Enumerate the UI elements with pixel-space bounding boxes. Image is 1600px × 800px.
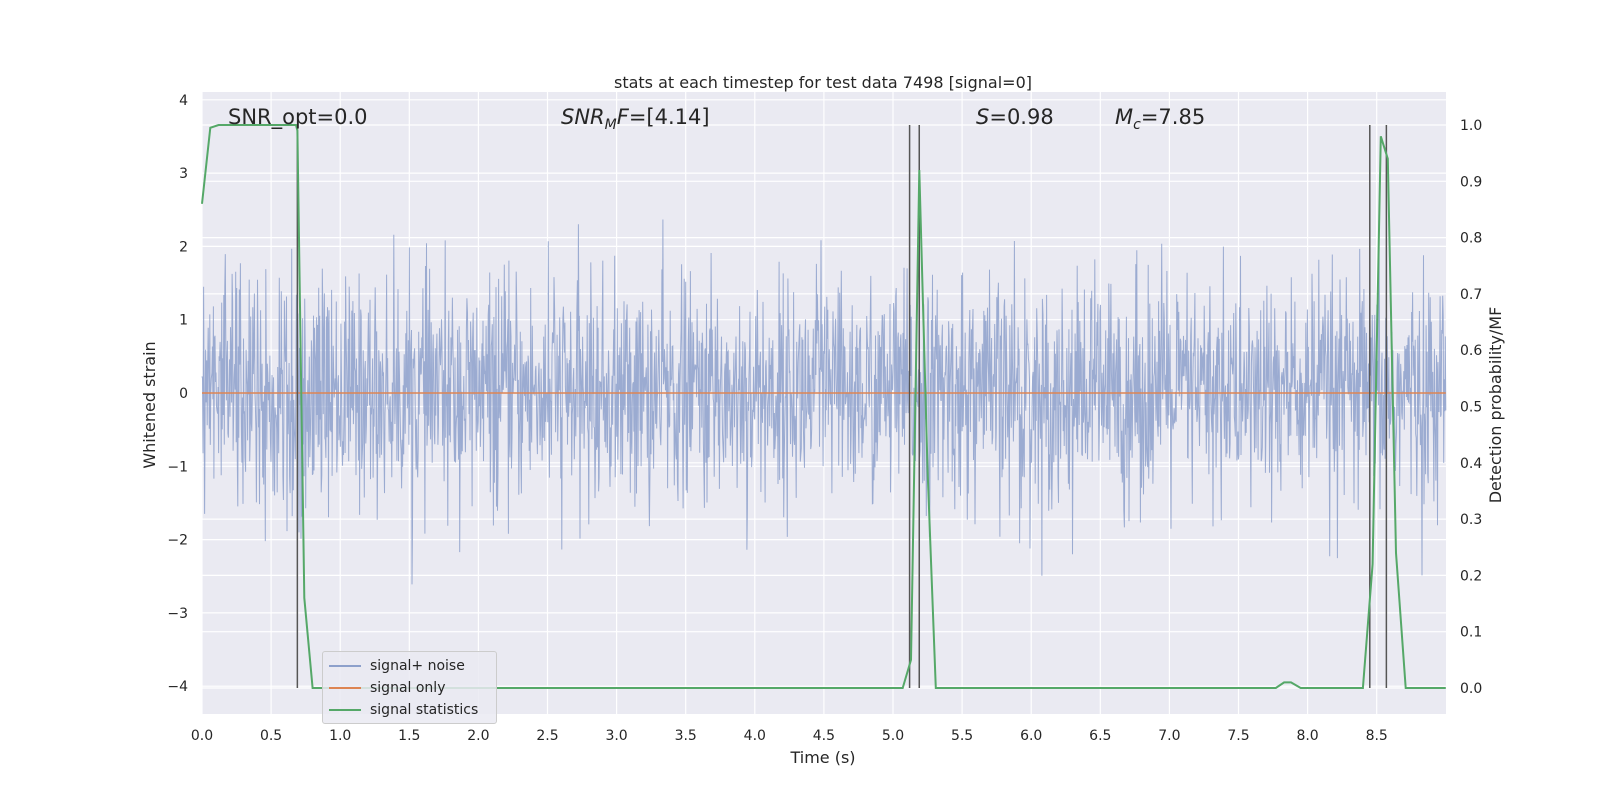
legend-swatch-signal-noise <box>329 665 361 667</box>
signal-noise-line <box>201 219 1447 585</box>
x-tick-label: 0.5 <box>260 728 282 744</box>
x-tick-label: 1.5 <box>398 728 420 744</box>
x-tick-labels: 0.0 0.5 1.0 1.5 2.0 2.5 3.0 3.5 4.0 4.5 5.0 5.5 6.0 6… <box>191 728 1388 744</box>
x-tick-label: 4.0 <box>744 728 766 744</box>
snr-mf-subscript: M <box>605 117 617 133</box>
snr-mf-value: =[4.14] <box>629 105 710 129</box>
snr-mf-symbol: SNR <box>561 105 605 129</box>
y-left-tick-label: 2 <box>179 239 188 255</box>
s-annotation: S=0.98 <box>976 105 1054 129</box>
y-right-tick-label: 0.6 <box>1460 343 1482 359</box>
x-tick-label: 8.5 <box>1366 728 1388 744</box>
mc-symbol: M <box>1115 105 1133 129</box>
y-left-tick-label: −4 <box>167 679 188 695</box>
x-tick-label: 3.5 <box>675 728 697 744</box>
legend: signal+ noise signal only signal statist… <box>322 651 497 724</box>
mc-value: =7.85 <box>1141 105 1205 129</box>
chart-title: stats at each timestep for test data 749… <box>614 73 1032 92</box>
legend-item-signal-noise: signal+ noise <box>329 655 465 677</box>
mc-subscript: c <box>1133 117 1141 133</box>
x-tick-label: 8.0 <box>1296 728 1318 744</box>
x-tick-label: 3.0 <box>605 728 627 744</box>
legend-label-signal-only: signal only <box>370 680 446 696</box>
x-tick-label: 7.0 <box>1158 728 1180 744</box>
legend-label-signal-noise: signal+ noise <box>370 658 465 674</box>
y-right-tick-label: 0.2 <box>1460 568 1482 584</box>
snr-opt-annotation: SNR_opt=0.0 <box>228 105 368 130</box>
x-axis-label: Time (s) <box>789 748 855 767</box>
y-left-tick-label: 3 <box>179 166 188 182</box>
x-tick-label: 5.0 <box>882 728 904 744</box>
x-tick-label: 0.0 <box>191 728 213 744</box>
y-right-tick-label: 0.4 <box>1460 456 1482 472</box>
grid-lines <box>201 92 1446 714</box>
y-left-axis-label: Whitened strain <box>140 341 159 468</box>
signal-statistics-line <box>201 124 1446 689</box>
y-left-tick-label: −2 <box>167 533 188 549</box>
x-tick-label: 2.5 <box>536 728 558 744</box>
y-right-tick-label: 0.7 <box>1460 287 1482 303</box>
x-tick-label: 2.0 <box>467 728 489 744</box>
y-left-tick-label: −1 <box>167 459 188 475</box>
snr-mf-rest-symbol: F <box>617 105 630 129</box>
y-left-tick-label: 4 <box>179 93 188 109</box>
x-tick-label: 5.5 <box>951 728 973 744</box>
y-right-axis-label: Detection probability/MF <box>1486 307 1505 504</box>
x-tick-label: 4.5 <box>813 728 835 744</box>
legend-label-signal-statistics: signal statistics <box>370 702 479 718</box>
series-signal-noise <box>201 219 1447 585</box>
mc-annotation: Mc=7.85 <box>1115 105 1205 133</box>
s-value: =0.98 <box>989 105 1053 129</box>
x-tick-label: 7.5 <box>1227 728 1249 744</box>
x-tick-label: 6.0 <box>1020 728 1042 744</box>
snr-mf-annotation: SNRMF=[4.14] <box>561 105 710 133</box>
y-left-tick-label: 1 <box>179 313 188 329</box>
x-tick-label: 6.5 <box>1089 728 1111 744</box>
y-right-tick-label: 0.0 <box>1460 681 1482 697</box>
y-right-tick-label: 0.8 <box>1460 231 1482 247</box>
legend-item-signal-statistics: signal statistics <box>329 699 478 721</box>
y-left-tick-labels: −4 −3 −2 −1 0 1 2 3 4 <box>167 93 188 695</box>
y-right-tick-label: 1.0 <box>1460 118 1482 134</box>
y-right-tick-labels: 0.0 0.1 0.2 0.3 0.4 0.5 0.6 0.7 0.8 0.9 1.0 <box>1460 118 1482 697</box>
y-right-tick-label: 0.5 <box>1460 400 1482 416</box>
s-symbol: S <box>976 105 989 129</box>
y-right-tick-label: 0.9 <box>1460 174 1482 190</box>
legend-swatch-signal-statistics <box>329 709 361 711</box>
x-tick-label: 1.0 <box>329 728 351 744</box>
y-right-tick-label: 0.3 <box>1460 512 1482 528</box>
y-right-tick-label: 0.1 <box>1460 625 1482 641</box>
legend-swatch-signal-only <box>329 687 361 689</box>
series-signal-statistics <box>201 124 1446 689</box>
y-left-tick-label: 0 <box>179 386 188 402</box>
y-left-tick-label: −3 <box>167 606 188 622</box>
legend-item-signal-only: signal only <box>329 677 445 699</box>
